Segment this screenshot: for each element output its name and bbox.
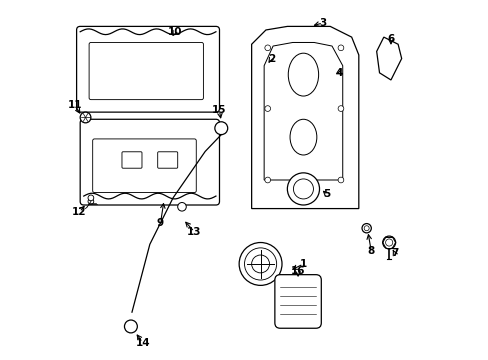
- Circle shape: [385, 239, 392, 246]
- Circle shape: [364, 226, 368, 231]
- Circle shape: [293, 179, 313, 199]
- Polygon shape: [264, 42, 342, 180]
- FancyBboxPatch shape: [93, 139, 196, 193]
- Circle shape: [251, 255, 269, 273]
- Text: 6: 6: [386, 34, 394, 44]
- Circle shape: [264, 177, 270, 183]
- FancyBboxPatch shape: [89, 42, 203, 100]
- Text: 9: 9: [157, 218, 164, 228]
- Text: 7: 7: [390, 248, 397, 258]
- Circle shape: [337, 45, 343, 51]
- Circle shape: [244, 248, 276, 280]
- Text: 4: 4: [335, 68, 342, 78]
- Text: 5: 5: [323, 189, 329, 199]
- Circle shape: [337, 177, 343, 183]
- FancyBboxPatch shape: [157, 152, 177, 168]
- Text: 2: 2: [267, 54, 274, 64]
- Circle shape: [214, 122, 227, 135]
- Circle shape: [124, 320, 137, 333]
- Text: 1: 1: [299, 259, 306, 269]
- Circle shape: [264, 106, 270, 111]
- Circle shape: [337, 106, 343, 111]
- Circle shape: [382, 236, 395, 249]
- Text: 15: 15: [212, 105, 226, 115]
- FancyBboxPatch shape: [274, 275, 321, 328]
- Text: 13: 13: [187, 227, 202, 237]
- Circle shape: [361, 224, 370, 233]
- Text: 10: 10: [167, 27, 182, 37]
- Circle shape: [88, 195, 94, 201]
- Circle shape: [287, 173, 319, 205]
- Text: 3: 3: [319, 18, 326, 28]
- Circle shape: [264, 45, 270, 51]
- FancyBboxPatch shape: [80, 119, 219, 205]
- Circle shape: [80, 112, 91, 123]
- Circle shape: [177, 203, 186, 211]
- Ellipse shape: [287, 53, 318, 96]
- Circle shape: [88, 199, 94, 204]
- Polygon shape: [251, 26, 358, 208]
- Text: 11: 11: [67, 100, 82, 110]
- Circle shape: [239, 243, 282, 285]
- FancyBboxPatch shape: [77, 26, 219, 112]
- Ellipse shape: [289, 119, 316, 155]
- Polygon shape: [376, 37, 401, 80]
- Text: 16: 16: [290, 266, 305, 276]
- Text: 8: 8: [367, 247, 374, 256]
- Text: 14: 14: [135, 338, 150, 347]
- Text: 12: 12: [72, 207, 86, 217]
- FancyBboxPatch shape: [122, 152, 142, 168]
